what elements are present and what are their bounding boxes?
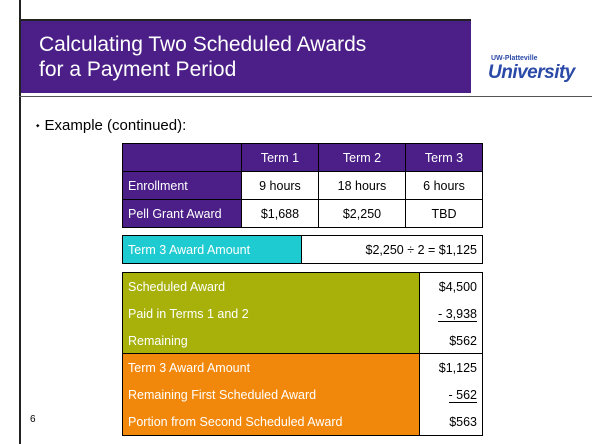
value: - 562 bbox=[448, 387, 477, 403]
row: Remaining $562 bbox=[122, 327, 483, 355]
cell: 18 hours bbox=[317, 171, 407, 200]
cell: $4,500 bbox=[419, 272, 483, 300]
cell: Term 2 bbox=[317, 143, 407, 172]
cell: $562 bbox=[419, 327, 483, 355]
cell: TBD bbox=[405, 199, 483, 228]
cell bbox=[122, 143, 242, 172]
frame bbox=[19, 19, 471, 21]
cell: $1,688 bbox=[241, 199, 319, 228]
cell: Remaining First Scheduled Award bbox=[122, 381, 420, 408]
cell: 9 hours bbox=[241, 171, 319, 200]
bullet: Example (continued): bbox=[36, 117, 187, 134]
cell: Paid in Terms 1 and 2 bbox=[122, 300, 420, 327]
cell: 6 hours bbox=[405, 171, 483, 200]
portion-table: Term 3 Award Amount $1,125 Remaining Firs… bbox=[122, 353, 483, 436]
cell: - 562 bbox=[419, 381, 483, 408]
cell: $2,250 ÷ 2 = $1,125 bbox=[301, 235, 483, 264]
cell: Portion from Second Scheduled Award bbox=[122, 408, 420, 436]
frame bbox=[19, 0, 21, 444]
cell: $563 bbox=[419, 408, 483, 436]
row: Paid in Terms 1 and 2 - 3,938 bbox=[122, 300, 483, 327]
row: Enrollment 9 hours 18 hours 6 hours bbox=[122, 171, 483, 200]
header-row: Term 1 Term 2 Term 3 bbox=[122, 143, 483, 172]
title-line: for a Payment Period bbox=[39, 58, 237, 81]
page-number: 6 bbox=[30, 414, 36, 425]
cell: - 3,938 bbox=[419, 300, 483, 327]
logo-text: UW-Platteville bbox=[491, 55, 538, 62]
cell: Enrollment bbox=[122, 171, 242, 200]
row: Term 3 Award Amount $2,250 ÷ 2 = $1,125 bbox=[122, 235, 483, 264]
cell: $2,250 bbox=[317, 199, 407, 228]
term-table: Term 1 Term 2 Term 3 Enrollment 9 hours … bbox=[122, 143, 483, 228]
row: Pell Grant Award $1,688 $2,250 TBD bbox=[122, 199, 483, 228]
title: Calculating Two Scheduled Awards for a P… bbox=[21, 21, 471, 93]
value: - 3,938 bbox=[438, 306, 477, 322]
cell: Term 1 bbox=[241, 143, 319, 172]
cell: Remaining bbox=[122, 327, 420, 355]
title-line: Calculating Two Scheduled Awards bbox=[39, 33, 367, 56]
cell: Scheduled Award bbox=[122, 272, 420, 300]
row: Term 3 Award Amount $1,125 bbox=[122, 353, 483, 381]
logo: University bbox=[488, 62, 575, 83]
row: Portion from Second Scheduled Award $563 bbox=[122, 408, 483, 436]
cell: $1,125 bbox=[419, 353, 483, 381]
scheduled-table: Scheduled Award $4,500 Paid in Terms 1 an… bbox=[122, 272, 483, 355]
cell: Term 3 bbox=[405, 143, 483, 172]
divider bbox=[19, 96, 592, 97]
cell: Term 3 Award Amount bbox=[122, 353, 420, 381]
row: Scheduled Award $4,500 bbox=[122, 272, 483, 300]
row: Remaining First Scheduled Award - 562 bbox=[122, 381, 483, 408]
cell: Term 3 Award Amount bbox=[122, 235, 302, 264]
cell: Pell Grant Award bbox=[122, 199, 242, 228]
term3-table: Term 3 Award Amount $2,250 ÷ 2 = $1,125 bbox=[122, 235, 483, 264]
